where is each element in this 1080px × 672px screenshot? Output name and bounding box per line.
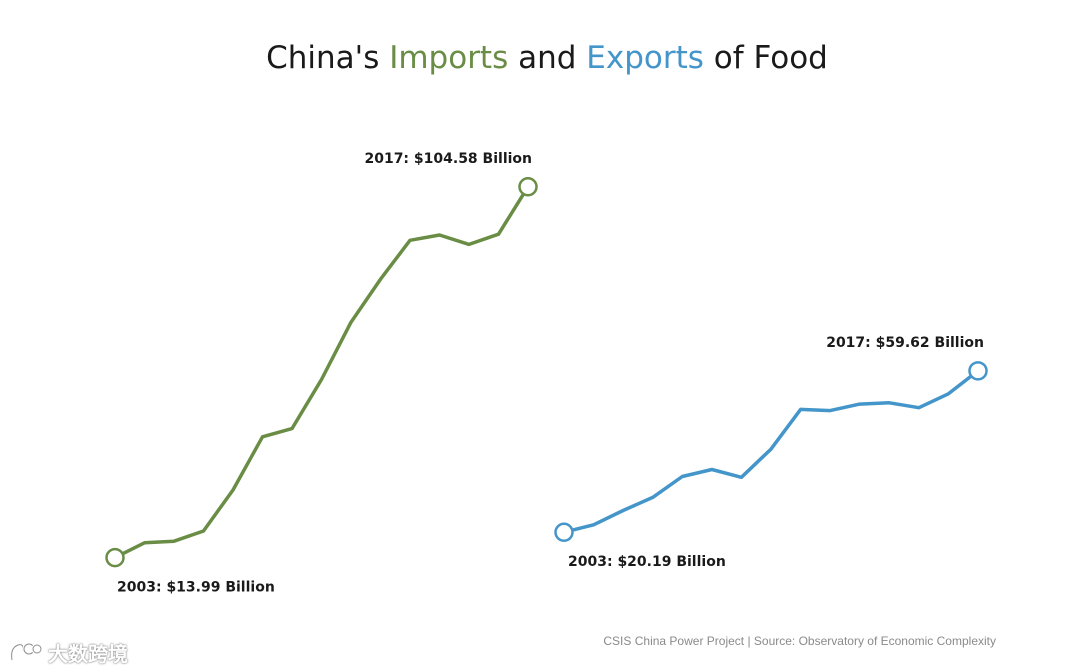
exports-end-point <box>968 361 988 381</box>
title-part-3: of Food <box>703 40 828 76</box>
title-imports-word: Imports <box>389 40 509 76</box>
imports-start-point <box>105 547 125 568</box>
exports-line <box>563 369 980 534</box>
imports-end-point <box>518 177 538 197</box>
title-part-1: China's <box>266 40 390 76</box>
imports-line <box>114 185 530 560</box>
title-part-2: and <box>508 40 587 76</box>
title-exports-word: Exports <box>586 40 704 76</box>
watermark-text: 大数跨境 <box>48 642 128 666</box>
source-note: CSIS China Power Project | Source: Obser… <box>603 634 996 648</box>
exports-series: 2003: $20.19 Billion 2017: $59.62 Billion <box>554 335 988 570</box>
watermark: 大数跨境 <box>8 638 128 667</box>
imports-series: 2003: $13.99 Billion 2017: $104.58 Billio… <box>105 151 538 596</box>
exports-start-point <box>554 522 574 542</box>
imports-end-label: 2017: $104.58 Billion <box>364 151 532 167</box>
imports-start-label: 2003: $13.99 Billion <box>117 580 275 596</box>
watermark-logo-icon <box>10 642 42 661</box>
exports-start-label: 2003: $20.19 Billion <box>568 554 726 570</box>
chart-title: China's Imports and Exports of Food <box>0 40 1080 76</box>
exports-end-label: 2017: $59.62 Billion <box>826 335 984 351</box>
